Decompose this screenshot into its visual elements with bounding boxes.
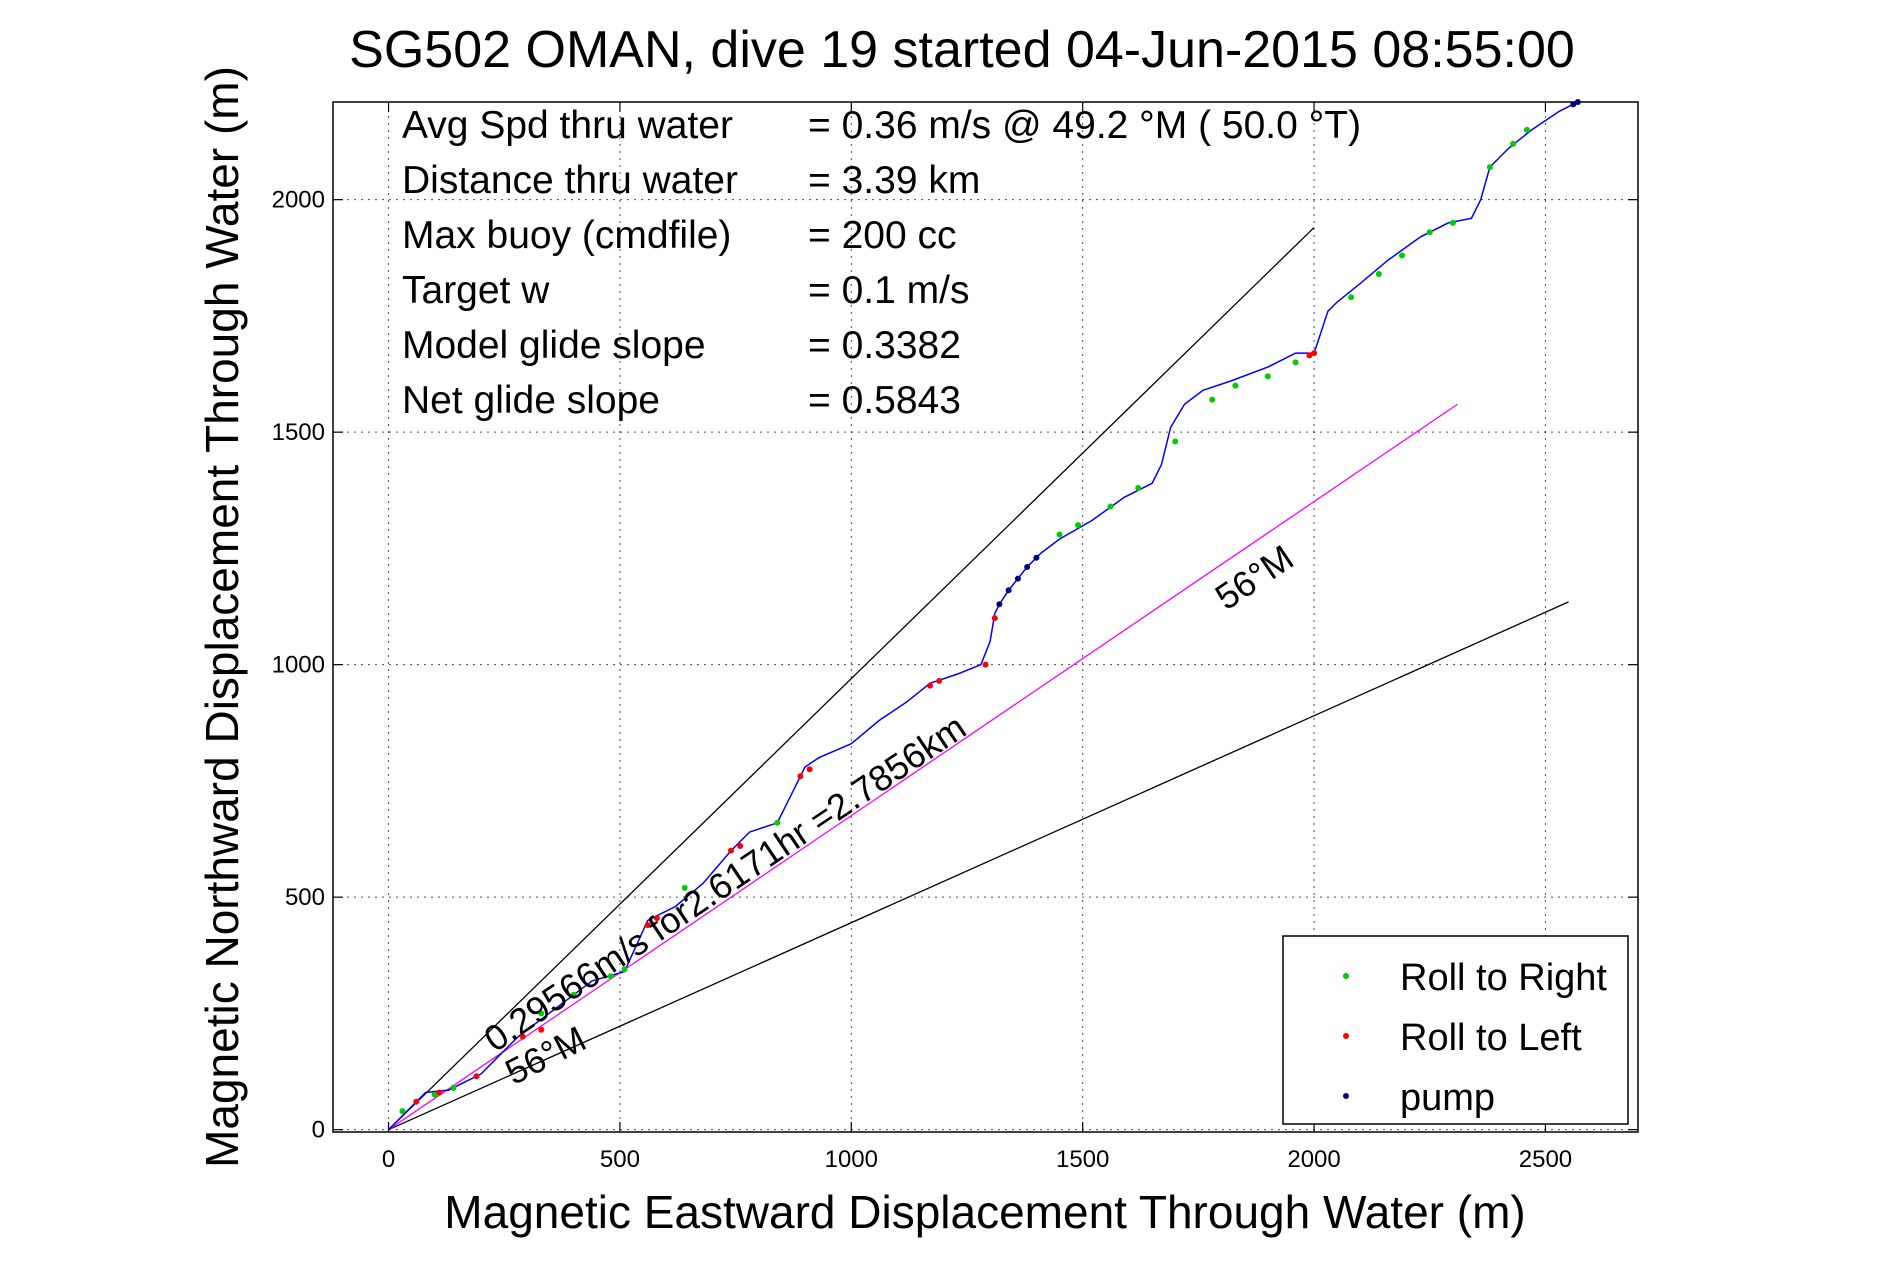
x-tick-label: 1000 — [825, 1146, 878, 1173]
ticks: 0 500 1000 1500 2000 2500 0 500 1000 1500 2000 — [272, 102, 1638, 1173]
y-tick-label: 500 — [285, 884, 325, 911]
info-panel: Avg Spd thru water = 0.36 m/s @ 49.2 °M (… — [402, 104, 1361, 422]
x-tick-label: 0 — [382, 1146, 395, 1173]
marker-pump — [1005, 587, 1012, 594]
marker-roll-to-left — [806, 766, 813, 773]
marker-roll-to-right — [1107, 503, 1114, 510]
marker-roll-to-left — [936, 677, 943, 684]
guide-lines — [388, 227, 1569, 1131]
marker-roll-to-left — [737, 843, 744, 850]
marker-roll-to-left — [538, 1026, 545, 1033]
marker-roll-to-right — [607, 973, 614, 980]
guide-line-upper-bound — [388, 227, 1315, 1131]
info-label: Distance thru water — [402, 159, 738, 202]
info-label: Model glide slope — [402, 324, 706, 367]
marker-pump — [996, 601, 1003, 608]
chart-title: SG502 OMAN, dive 19 started 04-Jun-2015 … — [349, 21, 1575, 79]
x-tick-label: 1500 — [1056, 1146, 1109, 1173]
markers — [399, 99, 1581, 1115]
y-tick-label: 1500 — [272, 419, 325, 446]
info-value: = 3.39 km — [808, 159, 980, 202]
marker-roll-to-right — [1209, 396, 1216, 403]
x-tick-label: 2500 — [1519, 1146, 1572, 1173]
marker-pump — [1024, 564, 1031, 571]
info-value: = 0.5843 — [808, 379, 961, 422]
marker-roll-to-left — [991, 615, 998, 622]
marker-roll-to-right — [1264, 373, 1271, 380]
guide-line-current-heading — [388, 403, 1458, 1131]
marker-roll-to-right — [1449, 219, 1456, 226]
legend-label-pump: pump — [1400, 1077, 1495, 1119]
info-label: Net glide slope — [402, 379, 660, 422]
marker-roll-to-right — [399, 1108, 406, 1115]
y-tick-label: 1000 — [272, 652, 325, 679]
marker-roll-to-right — [1135, 484, 1142, 491]
legend: Roll to Right Roll to Left pump — [1282, 935, 1629, 1125]
marker-roll-to-left — [473, 1073, 480, 1080]
marker-pump — [1014, 575, 1021, 582]
info-value: = 0.36 m/s @ 49.2 °M ( 50.0 °T) — [808, 104, 1361, 147]
y-tick-label: 2000 — [272, 187, 325, 214]
marker-roll-to-right — [681, 884, 688, 891]
info-value: = 0.1 m/s — [808, 269, 969, 312]
marker-roll-to-left — [413, 1098, 420, 1105]
marker-roll-to-right — [1375, 271, 1382, 278]
info-label: Avg Spd thru water — [402, 104, 733, 147]
y-axis-label: Magnetic Northward Displacement Through … — [196, 66, 248, 1168]
marker-roll-to-left — [653, 915, 660, 922]
marker-roll-to-right — [621, 966, 628, 973]
marker-roll-to-left — [797, 773, 804, 780]
marker-roll-to-right — [450, 1084, 457, 1091]
marker-roll-to-right — [1398, 252, 1405, 259]
marker-roll-to-right — [1510, 140, 1517, 147]
legend-marker-pump — [1343, 1093, 1349, 1099]
marker-roll-to-right — [538, 1010, 545, 1017]
legend-box — [1282, 935, 1629, 1125]
info-value: = 200 cc — [808, 214, 957, 257]
marker-roll-to-right — [1172, 438, 1179, 445]
marker-pump — [1574, 99, 1581, 105]
marker-roll-to-right — [1232, 382, 1239, 389]
info-label: Max buoy (cmdfile) — [402, 214, 731, 257]
marker-roll-to-right — [1486, 164, 1493, 171]
marker-roll-to-right — [1523, 126, 1530, 133]
legend-marker-roll-to-right — [1343, 973, 1349, 979]
x-tick-label: 2000 — [1287, 1146, 1340, 1173]
marker-roll-to-left — [1311, 350, 1318, 357]
y-tick-label: 0 — [312, 1117, 325, 1144]
info-label: Target w — [402, 269, 550, 312]
marker-roll-to-right — [1292, 359, 1299, 366]
marker-roll-to-right — [1348, 294, 1355, 301]
marker-roll-to-left — [519, 1033, 526, 1040]
marker-roll-to-right — [431, 1091, 438, 1098]
marker-roll-to-right — [1426, 229, 1433, 236]
marker-roll-to-right — [774, 819, 781, 826]
marker-roll-to-right — [570, 991, 577, 998]
marker-roll-to-left — [982, 661, 989, 668]
x-tick-label: 500 — [600, 1146, 640, 1173]
x-axis-label: Magnetic Eastward Displacement Through W… — [444, 1186, 1525, 1238]
marker-roll-to-right — [1075, 522, 1082, 529]
guide-line-lower-bound — [388, 601, 1569, 1131]
legend-label-roll-to-left: Roll to Left — [1400, 1017, 1582, 1059]
marker-pump — [1570, 101, 1577, 108]
legend-marker-roll-to-left — [1343, 1033, 1349, 1039]
marker-roll-to-left — [727, 847, 734, 854]
marker-pump — [1033, 554, 1040, 561]
marker-roll-to-left — [1306, 352, 1313, 359]
marker-roll-to-left — [436, 1089, 443, 1096]
marker-roll-to-left — [644, 922, 651, 929]
legend-label-roll-to-right: Roll to Right — [1400, 957, 1607, 999]
marker-roll-to-left — [926, 682, 933, 689]
info-value: = 0.3382 — [808, 324, 961, 367]
marker-roll-to-right — [1056, 531, 1063, 538]
